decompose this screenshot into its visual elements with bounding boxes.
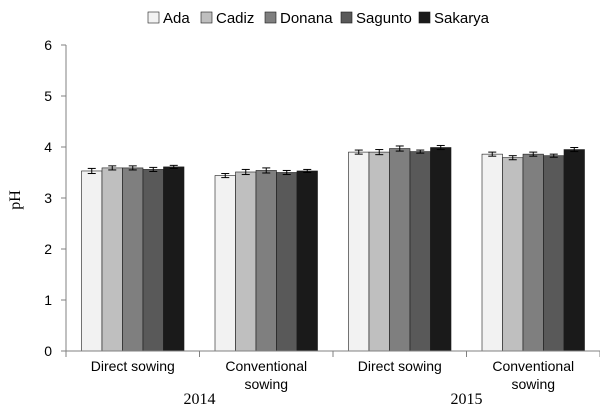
legend-label: Sakarya <box>434 10 490 27</box>
y-tick-label: 3 <box>44 190 52 206</box>
bar <box>101 167 123 352</box>
y-tick-label: 0 <box>44 343 52 359</box>
bar <box>502 157 524 352</box>
bar <box>389 148 411 352</box>
bar <box>368 151 390 352</box>
y-axis-label: pH <box>7 190 24 210</box>
bar <box>81 170 103 352</box>
legend-label: Sagunto <box>356 10 412 27</box>
year-label: 2014 <box>184 391 216 407</box>
y-tick-label: 5 <box>44 88 52 104</box>
bar <box>409 151 431 352</box>
bar <box>563 149 585 352</box>
x-axis: Direct sowing Conventional sowing Direct so… <box>65 350 600 407</box>
legend-label: Donana <box>280 10 333 27</box>
x-category-label: sowing <box>511 376 555 392</box>
legend-label: Cadiz <box>216 10 254 27</box>
legend-label: Ada <box>163 10 190 27</box>
legend-swatch <box>200 11 213 24</box>
y-tick-label: 4 <box>44 139 52 155</box>
legend: Ada Cadiz Donana Sagunto Sakarya <box>147 10 490 27</box>
bar <box>163 166 185 352</box>
x-category-label: Direct sowing <box>91 358 175 374</box>
legend-swatch <box>418 11 431 24</box>
x-category-label: Direct sowing <box>358 358 442 374</box>
y-tick-label: 6 <box>44 37 52 53</box>
y-tick-label: 1 <box>44 292 52 308</box>
bar <box>122 167 144 352</box>
bar <box>430 147 452 352</box>
bar <box>276 172 298 352</box>
legend-swatch <box>264 11 277 24</box>
x-category-label: sowing <box>244 376 288 392</box>
bar <box>543 155 565 352</box>
bar <box>214 175 236 352</box>
bar <box>296 170 318 352</box>
bar <box>235 171 257 352</box>
bar <box>348 151 370 352</box>
legend-swatch <box>340 11 353 24</box>
bar <box>142 169 164 352</box>
y-tick-label: 2 <box>44 241 52 257</box>
bar <box>481 153 503 352</box>
legend-swatch <box>147 11 160 24</box>
year-label: 2015 <box>451 391 483 407</box>
bars <box>81 144 585 352</box>
bar <box>255 170 277 352</box>
x-category-label: Conventional <box>492 358 574 374</box>
bar <box>522 153 544 352</box>
y-axis: 0 1 2 3 4 5 6 <box>44 37 67 359</box>
x-category-label: Conventional <box>225 358 307 374</box>
